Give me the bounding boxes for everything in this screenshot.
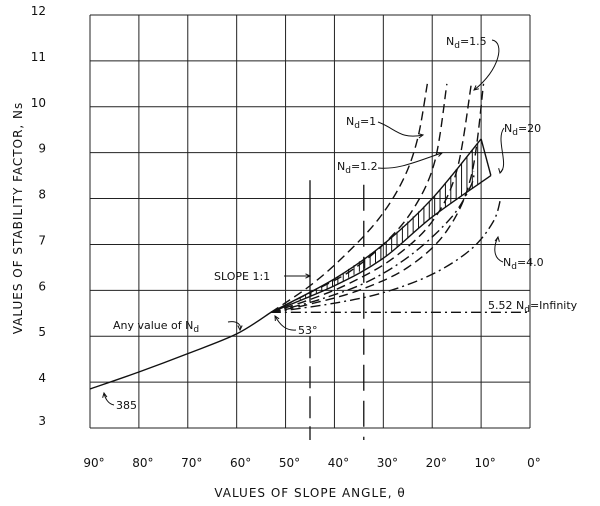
curve-any <box>89 311 272 390</box>
annotation-385: 385 <box>116 399 137 412</box>
curve-nd20_lower <box>270 175 492 314</box>
y-tick-label: 11 <box>31 50 46 64</box>
annotation-nd-1: Nd=1 <box>346 115 376 131</box>
band-end-nd-20 <box>480 138 492 176</box>
curves <box>89 83 530 440</box>
curve-nd2 <box>270 83 485 314</box>
annotation-nd-infinity: 5.52 Nd=Infinity <box>488 299 578 315</box>
y-axis-label: VALUES OF STABILITY FACTOR, Ns <box>11 102 25 335</box>
y-tick-labels: 3 4 5 6 7 8 9 10 11 12 <box>31 4 46 428</box>
y-tick-label: 6 <box>38 279 46 293</box>
x-tick-label: 60° <box>230 456 251 470</box>
annotation-any-value: Any value of Nd <box>113 319 199 335</box>
y-tick-label: 3 <box>38 414 46 428</box>
y-tick-label: 8 <box>38 188 46 202</box>
curve-nd4 <box>270 198 502 314</box>
x-tick-label: 80° <box>132 456 153 470</box>
x-tick-label: 30° <box>377 456 398 470</box>
curve-nd20_upper <box>270 138 482 313</box>
arrow-385-head <box>102 391 108 398</box>
annotation-nd-1-5: Nd=1.5 <box>446 35 487 51</box>
annotation-53-degrees: 53° <box>298 324 318 337</box>
x-axis-label: VALUES OF SLOPE ANGLE, θ <box>214 486 405 500</box>
y-tick-label: 7 <box>38 233 46 247</box>
x-tick-label: 10° <box>474 456 495 470</box>
x-tick-label: 70° <box>181 456 202 470</box>
arrow-nd-4-head <box>494 235 500 242</box>
arrow-nd-1-2-head <box>436 151 444 157</box>
annotation-slope-1-1: SLOPE 1:1 <box>214 270 270 283</box>
curve-nd3 <box>270 170 475 314</box>
arrow-nd-1-head <box>418 133 425 139</box>
x-tick-label: 0° <box>527 456 541 470</box>
arrow-nd-4 <box>494 236 504 263</box>
annotation-arrows <box>102 39 505 406</box>
x-tick-label: 20° <box>426 456 447 470</box>
arrow-any-value-head <box>237 325 243 332</box>
y-tick-label: 4 <box>38 371 46 385</box>
y-tick-label: 9 <box>38 142 46 156</box>
arrow-nd-1 <box>377 121 424 137</box>
y-tick-label: 5 <box>38 325 46 339</box>
arrow-nd-1-5-head <box>473 85 479 91</box>
x-tick-label: 50° <box>279 456 300 470</box>
x-tick-label: 90° <box>83 456 104 470</box>
arrow-nd-1-2 <box>377 152 443 169</box>
x-tick-labels: 90° 80° 70° 60° 50° 40° 30° 20° 10° 0° <box>83 456 540 470</box>
arrow-slope-1-1-head <box>305 273 312 279</box>
annotation-nd-1-2: Nd=1.2 <box>337 160 378 176</box>
x-tick-label: 40° <box>328 456 349 470</box>
annotation-nd-20: Nd=20 <box>504 122 541 138</box>
arrow-53 <box>274 315 297 331</box>
arrow-53-head <box>274 315 280 322</box>
curve-nd15 <box>270 83 473 314</box>
y-tick-label: 10 <box>31 96 46 110</box>
arrow-nd-1-5 <box>473 39 500 91</box>
y-tick-label: 12 <box>31 4 46 18</box>
arrow-nd-20-head <box>498 168 504 175</box>
annotation-nd-4: Nd=4.0 <box>503 256 544 272</box>
arrow-any-value <box>227 321 241 331</box>
